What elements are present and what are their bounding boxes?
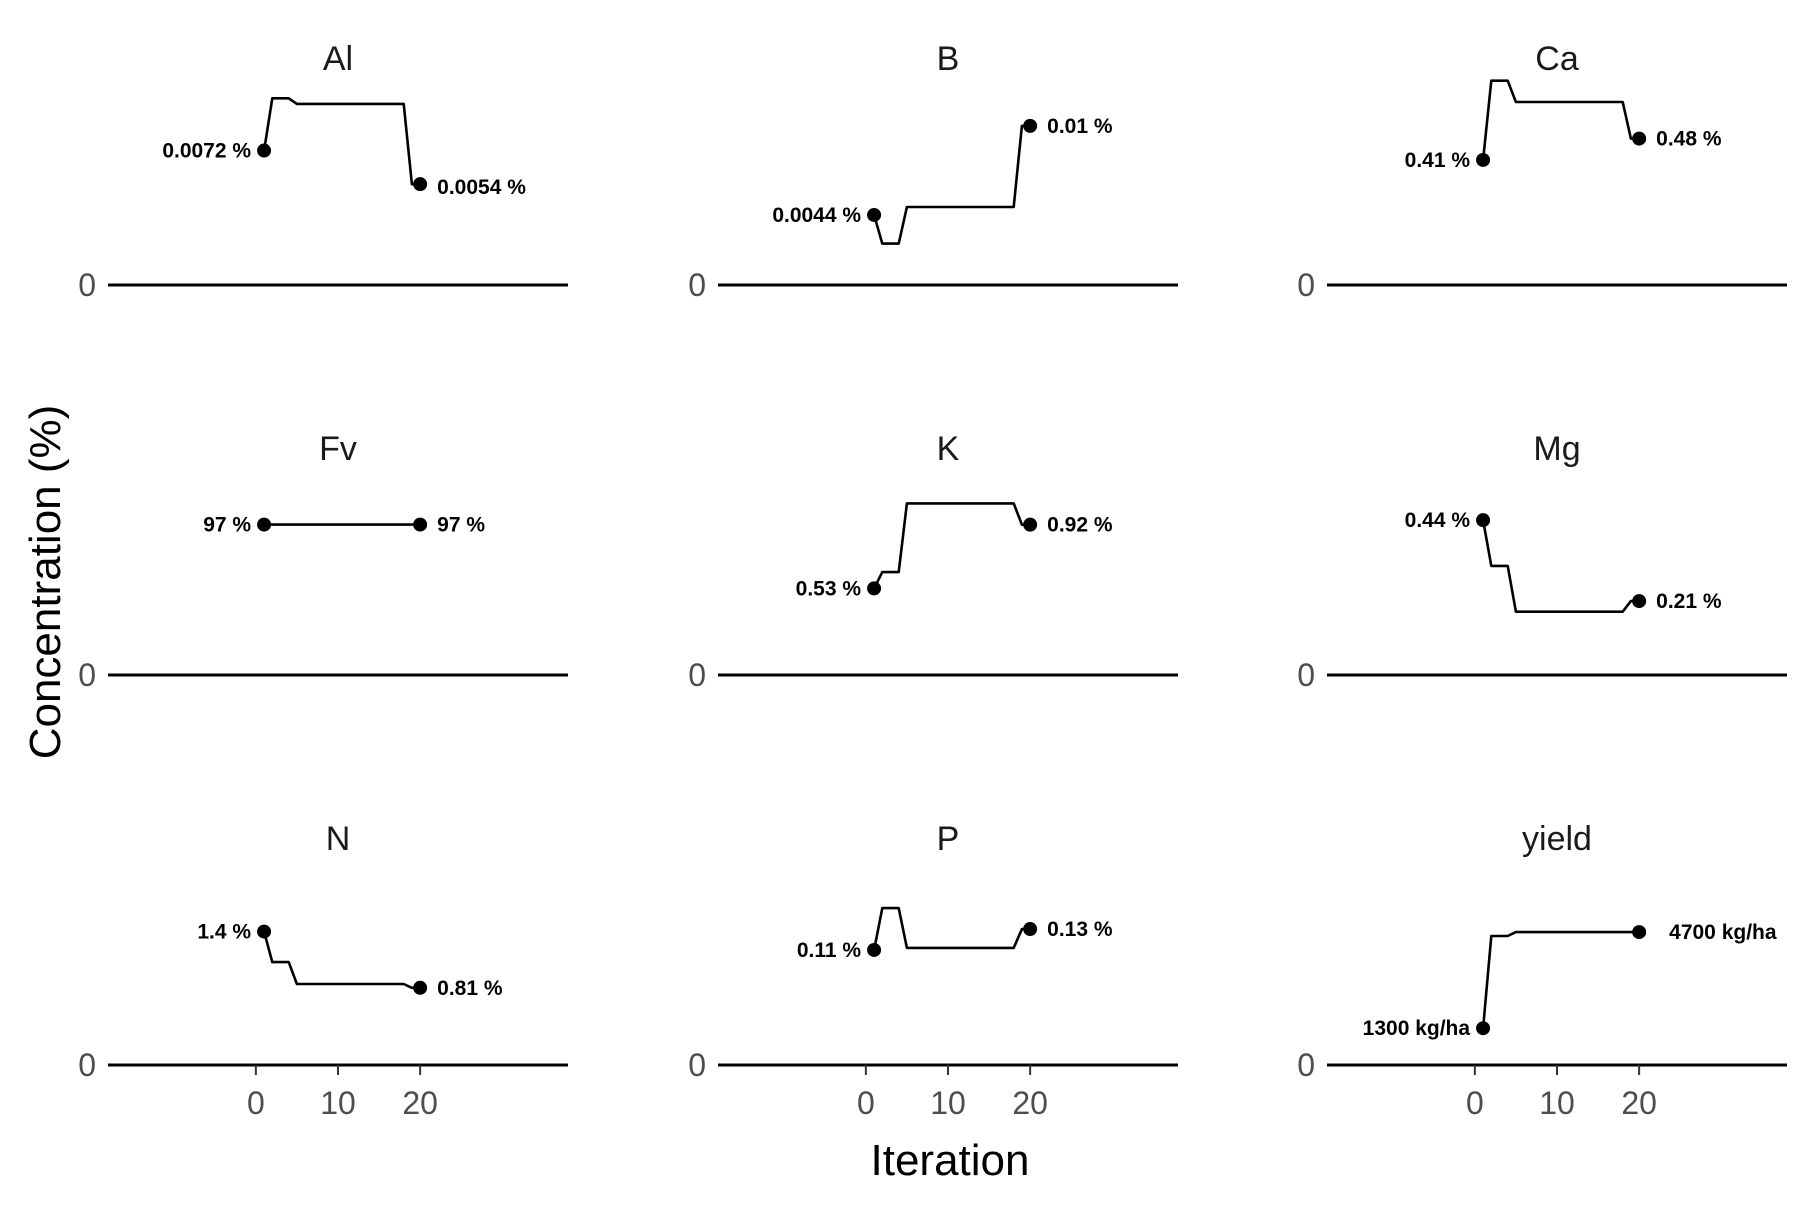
y-tick-label-b: 0: [688, 267, 706, 303]
start-point-yield: [1476, 1021, 1491, 1036]
end-label-fv: 97 %: [437, 514, 485, 537]
x-tick-label-p-10: 10: [930, 1085, 966, 1121]
end-point-al: [413, 177, 428, 192]
y-tick-label-p: 0: [688, 1047, 706, 1083]
series-line-k: [872, 502, 1031, 589]
end-point-k: [1023, 517, 1038, 532]
end-label-al: 0.0054 %: [437, 176, 526, 199]
start-label-p: 0.11 %: [797, 939, 862, 962]
y-tick-label-al: 0: [78, 267, 96, 303]
x-tick-label-yield-10: 10: [1539, 1085, 1575, 1121]
facet-k: K 0 0.53 % 0.92 %: [688, 430, 1178, 693]
facet-b: B 0 0.0044 % 0.01 %: [688, 40, 1178, 303]
y-tick-label-k: 0: [688, 657, 706, 693]
start-label-n: 1.4 %: [197, 921, 251, 944]
end-label-p: 0.13 %: [1047, 918, 1113, 941]
end-label-yield: 4700 kg/ha: [1669, 921, 1777, 944]
start-label-mg: 0.44 %: [1405, 509, 1471, 532]
facet-title-al: Al: [323, 40, 353, 78]
x-tick-label-p-20: 20: [1012, 1085, 1048, 1121]
end-point-n: [413, 980, 428, 995]
start-point-al: [257, 143, 272, 158]
start-point-k: [867, 581, 882, 596]
facet-yield: yield 0 1300 kg/ha 4700 kg/ha 0 10 20: [1297, 820, 1787, 1121]
end-point-p: [1023, 922, 1038, 937]
y-tick-label-yield: 0: [1297, 1047, 1315, 1083]
series-line-yield: [1481, 930, 1640, 1029]
series-line-p: [872, 906, 1031, 951]
x-tick-label-p-0: 0: [857, 1085, 875, 1121]
x-tick-label-yield-0: 0: [1466, 1085, 1484, 1121]
facet-fv: Fv 0 97 % 97 %: [78, 430, 568, 693]
facet-title-k: K: [937, 430, 960, 468]
start-label-k: 0.53 %: [796, 577, 862, 600]
y-tick-label-fv: 0: [78, 657, 96, 693]
end-label-ca: 0.48 %: [1656, 128, 1722, 151]
start-label-fv: 97 %: [203, 514, 251, 537]
end-label-k: 0.92 %: [1047, 514, 1113, 537]
facet-title-yield: yield: [1522, 820, 1592, 858]
y-tick-label-n: 0: [78, 1047, 96, 1083]
end-label-b: 0.01 %: [1047, 115, 1113, 138]
start-label-b: 0.0044 %: [772, 204, 861, 227]
start-point-ca: [1476, 152, 1491, 167]
start-label-ca: 0.41 %: [1405, 149, 1471, 172]
series-line-n: [262, 931, 421, 990]
facet-title-b: B: [937, 40, 960, 78]
start-point-n: [257, 924, 272, 939]
y-tick-label-ca: 0: [1297, 267, 1315, 303]
facet-title-p: P: [937, 820, 960, 858]
end-point-mg: [1632, 594, 1647, 609]
facet-ca: Ca 0 0.41 % 0.48 %: [1297, 40, 1787, 303]
y-axis-title: Concentration (%): [21, 405, 70, 760]
x-tick-label-n-0: 0: [247, 1085, 265, 1121]
series-line-al: [262, 97, 421, 186]
start-label-al: 0.0072 %: [162, 140, 251, 163]
end-label-mg: 0.21 %: [1656, 590, 1722, 613]
facet-title-mg: Mg: [1533, 430, 1580, 468]
end-label-n: 0.81 %: [437, 977, 503, 1000]
end-point-fv: [413, 517, 428, 532]
facet-title-fv: Fv: [319, 430, 357, 468]
start-point-b: [867, 207, 882, 222]
end-point-ca: [1632, 131, 1647, 146]
end-point-b: [1023, 118, 1038, 133]
x-axis-title: Iteration: [871, 1136, 1030, 1185]
series-line-b: [872, 124, 1031, 245]
series-line-mg: [1481, 519, 1640, 614]
y-tick-label-mg: 0: [1297, 657, 1315, 693]
start-point-p: [867, 942, 882, 957]
series-line-ca: [1481, 79, 1640, 161]
facet-title-n: N: [326, 820, 351, 858]
start-point-fv: [257, 517, 272, 532]
x-tick-label-n-20: 20: [402, 1085, 438, 1121]
end-point-yield: [1632, 925, 1647, 940]
facet-title-ca: Ca: [1535, 40, 1579, 78]
x-tick-label-n-10: 10: [320, 1085, 356, 1121]
x-tick-label-yield-20: 20: [1621, 1085, 1657, 1121]
facet-al: Al 0 0.0072 % 0.0054 %: [78, 40, 568, 303]
start-point-mg: [1476, 513, 1491, 528]
facet-n: N 0 1.4 % 0.81 % 0 10 20: [78, 820, 568, 1121]
start-label-yield: 1300 kg/ha: [1363, 1017, 1471, 1040]
facet-p: P 0 0.11 % 0.13 % 0 10 20: [688, 820, 1178, 1121]
facet-mg: Mg 0 0.44 % 0.21 %: [1297, 430, 1787, 693]
